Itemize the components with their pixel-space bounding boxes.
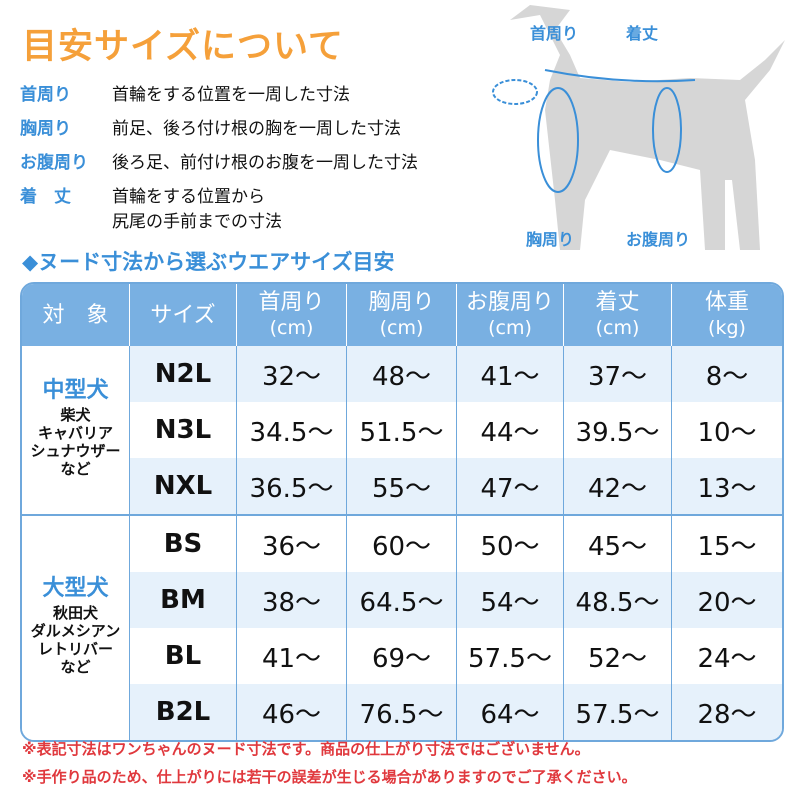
- size-cell: B2L: [130, 684, 237, 740]
- header-unit: (cm): [379, 316, 424, 339]
- value-cell: 28〜: [672, 684, 782, 740]
- column-header: 着丈 (cm): [564, 284, 672, 346]
- value-cell: 13〜: [672, 458, 782, 514]
- value-cell: 47〜: [457, 458, 564, 514]
- value-cell: 57.5〜: [457, 628, 564, 684]
- value-cell: 64〜: [457, 684, 564, 740]
- group-name: 中型犬: [42, 378, 109, 403]
- value-cell: 39.5〜: [564, 402, 672, 458]
- header-unit: (cm): [269, 316, 314, 339]
- table-row: NXL 36.5〜 55〜 47〜 42〜 13〜: [22, 458, 782, 514]
- value-cell: 36〜: [237, 514, 347, 572]
- size-cell: BS: [130, 514, 237, 572]
- breed: 秋田犬: [52, 604, 98, 622]
- value-cell: 42〜: [564, 458, 672, 514]
- value-cell: 46〜: [237, 684, 347, 740]
- value-cell: 64.5〜: [347, 572, 457, 628]
- value-cell: 51.5〜: [347, 402, 457, 458]
- column-header: 体重 (kg): [672, 284, 782, 346]
- value-cell: 10〜: [697, 417, 757, 448]
- table-row: BM 38〜 64.5〜 54〜 48.5〜 20〜: [22, 572, 782, 628]
- value-cell: 48〜: [347, 346, 457, 402]
- dog-diagram: [492, 5, 785, 250]
- value-cell: 76.5〜: [347, 684, 457, 740]
- group-name: 大型犬: [42, 576, 109, 601]
- header-label: 対 象: [42, 302, 109, 328]
- value-cell: 50〜: [457, 514, 564, 572]
- note-handmade: ※手作り品のため、仕上がりには若干の誤差が生じる場合がありますのでご了承ください…: [22, 768, 637, 786]
- header-label: サイズ: [150, 302, 216, 328]
- definition-belly: お腹周り 後ろ足、前付け根のお腹を一周した寸法: [20, 153, 418, 173]
- value-cell: 34.5〜: [237, 402, 347, 458]
- breed: など: [60, 658, 91, 676]
- section-subtitle: ◆ヌード寸法から選ぶウエアサイズ目安: [22, 250, 395, 274]
- column-header: 首周り (cm): [237, 284, 347, 346]
- size-cell: N2L: [130, 346, 237, 402]
- table-row: BL 41〜 69〜 57.5〜 52〜 24〜: [22, 628, 782, 684]
- value-cell: 15〜: [672, 514, 782, 572]
- column-header: サイズ: [130, 284, 237, 346]
- size-cell: NXL: [130, 458, 237, 514]
- size-cell: BM: [130, 572, 237, 628]
- breed: 柴犬: [60, 406, 91, 424]
- header-unit: (kg): [708, 316, 746, 339]
- breed: など: [60, 460, 91, 478]
- column-header: 胸周り (cm): [347, 284, 457, 346]
- size-cell: BL: [130, 628, 237, 684]
- value-cell: 60〜: [347, 514, 457, 572]
- header-label: 首周り: [258, 289, 325, 315]
- header-unit: (cm): [595, 316, 640, 339]
- group-cell: 中型犬柴犬 キャバリア シュナウザー など: [22, 346, 130, 514]
- breed: ダルメシアン: [30, 622, 121, 640]
- value-cell: 36.5〜: [237, 458, 347, 514]
- header-label: 体重: [704, 289, 749, 315]
- page-title: 目安サイズについて: [22, 27, 344, 67]
- diagram-label-belly: お腹周り: [626, 230, 691, 249]
- value-cell: 38〜: [237, 572, 347, 628]
- value-cell: 24〜: [697, 643, 757, 674]
- header-unit: (cm): [488, 316, 532, 339]
- column-header: 対 象: [22, 284, 130, 346]
- size-cell: N3L: [130, 402, 237, 458]
- value-cell: 52〜: [564, 628, 672, 684]
- note-nude-size: ※表記寸法はワンちゃんのヌード寸法です。商品の仕上がり寸法ではございません。: [22, 740, 590, 758]
- definition-neck: 首周り 首輪をする位置を一周した寸法: [20, 85, 350, 105]
- breed: レトリバー: [37, 640, 113, 658]
- table-row: N3L 34.5〜 51.5〜 44〜 39.5〜 10〜: [22, 402, 782, 458]
- header-label: 胸周り: [368, 289, 435, 315]
- value-cell: 32〜: [237, 346, 347, 402]
- value-cell: 55〜: [347, 458, 457, 514]
- diagram-label-neck: 首周り: [530, 24, 579, 43]
- breed: シュナウザー: [30, 442, 121, 460]
- table-row: 大型犬 秋田犬 ダルメシアン レトリバー など BS 36〜 60〜 50〜 45〜 15〜: [22, 514, 782, 740]
- dog-silhouette: [510, 5, 785, 250]
- value-cell: 41〜: [237, 628, 347, 684]
- column-header: お腹周り (cm): [457, 284, 564, 346]
- value-cell: 57.5〜: [564, 684, 672, 740]
- value-cell: 37〜: [564, 346, 672, 402]
- value-cell: 45〜: [564, 514, 672, 572]
- value-cell: 20〜: [672, 572, 782, 628]
- diagram-label-length: 着丈: [626, 24, 659, 43]
- value-cell: 69〜: [347, 628, 457, 684]
- table-row: B2L 46〜 76.5〜 64〜 57.5〜 28〜: [22, 684, 782, 740]
- value-cell: 44〜: [457, 402, 564, 458]
- diagram-label-chest: 胸周り: [526, 230, 575, 249]
- breed: キャバリア: [37, 424, 113, 442]
- value-cell: 8〜: [672, 346, 782, 402]
- header-label: 着丈: [595, 289, 640, 315]
- group-cell: 大型犬秋田犬 ダルメシアン レトリバー など: [22, 514, 130, 740]
- header-label: お腹周り: [465, 289, 554, 315]
- definition-length: 着 丈首輪をする位置から 尻尾の手前までの寸法: [20, 187, 282, 232]
- size-table: 対 象サイズ 首周り (cm) 胸周り (cm) お腹周り (cm) 着丈 (cm) 体重 (kg)…: [20, 282, 784, 742]
- table-row: 中型犬 柴犬 キャバリア シュナウザー など N2L 32〜 48〜 41〜 37〜 8〜: [22, 346, 782, 514]
- definition-chest: 胸周り 前足、後ろ付け根の胸を一周した寸法: [20, 119, 401, 139]
- value-cell: 41〜: [457, 346, 564, 402]
- value-cell: 48.5〜: [564, 572, 672, 628]
- value-cell: 54〜: [457, 572, 564, 628]
